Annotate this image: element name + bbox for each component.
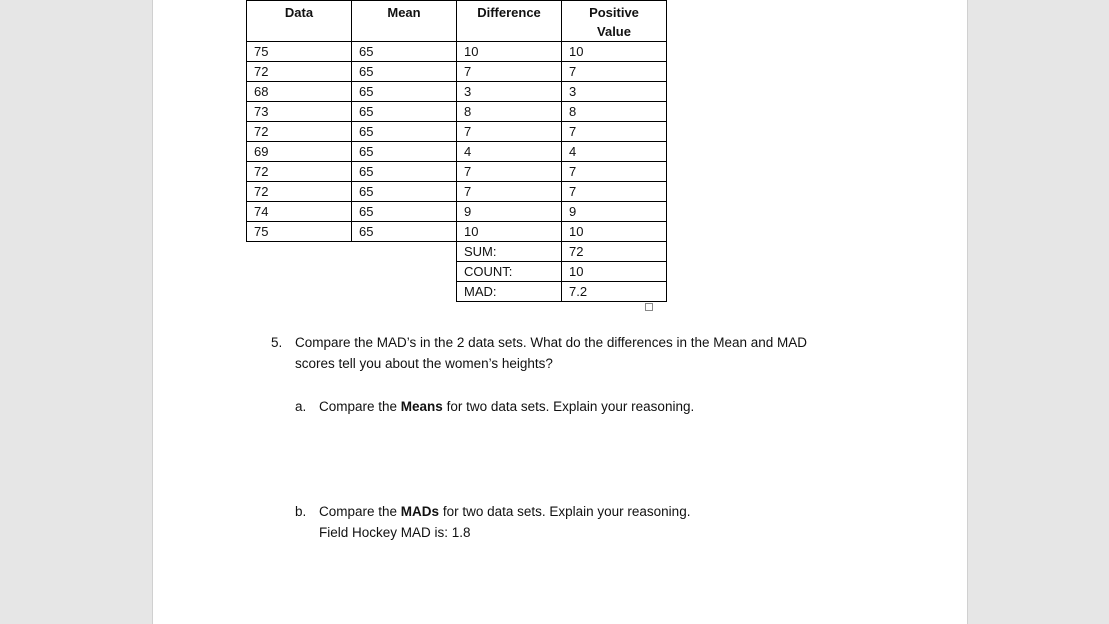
field-hockey-mad-note: Field Hockey MAD is: 1.8: [319, 525, 471, 540]
table-row: 72 65 7 7: [246, 121, 667, 142]
table-cell: 65: [351, 161, 457, 182]
table-row: 72 65 7 7: [246, 61, 667, 82]
part-b-pre: Compare the: [319, 504, 401, 519]
table-row: 75 65 10 10: [246, 41, 667, 62]
table-row: 75 65 10 10: [246, 221, 667, 242]
table-cell: 72: [246, 121, 352, 142]
table-cell: 3: [561, 81, 667, 102]
header-positive-value-text: Positive Value: [589, 5, 639, 39]
question-5-number: 5.: [271, 335, 283, 350]
table-cell: 7: [456, 181, 562, 202]
header-mean: Mean: [351, 0, 457, 42]
empty-cell: [352, 242, 457, 262]
question-5-line1: Compare the MAD’s in the 2 data sets. Wh…: [295, 335, 808, 350]
table-cell: 65: [351, 101, 457, 122]
empty-cell: [352, 262, 457, 282]
part-b-label: b.: [295, 504, 307, 519]
table-cell: 75: [246, 41, 352, 62]
part-b-post: for two data sets. Explain your reasonin…: [439, 504, 691, 519]
table-cell: 75: [246, 221, 352, 242]
header-positive-value: Positive Value: [561, 0, 667, 42]
table-cell: 74: [246, 201, 352, 222]
table-cell: 10: [456, 221, 562, 242]
table-cell: 72: [246, 161, 352, 182]
table-cell: 9: [561, 201, 667, 222]
table-cell: 65: [351, 181, 457, 202]
part-a-label: a.: [295, 399, 307, 414]
table-cell: 65: [351, 201, 457, 222]
part-a-post: for two data sets. Explain your reasonin…: [442, 399, 695, 414]
summary-row: SUM: 72: [247, 241, 667, 262]
table-cell: 73: [246, 101, 352, 122]
summary-value: 10: [561, 261, 667, 282]
table-cell: 10: [456, 41, 562, 62]
table-cell: 65: [351, 41, 457, 62]
summary-label: COUNT:: [456, 261, 562, 282]
part-a-bold: Means: [400, 399, 443, 414]
table-cell: 65: [351, 81, 457, 102]
table-row: 68 65 3 3: [246, 81, 667, 102]
summary-row: MAD: 7.2: [247, 281, 667, 302]
table-cell: 65: [351, 121, 457, 142]
empty-cell: [247, 282, 352, 302]
table-cell: 68: [246, 81, 352, 102]
table-cell: 7: [456, 161, 562, 182]
table-resize-handle[interactable]: [645, 303, 653, 311]
summary-value: 7.2: [561, 281, 667, 302]
empty-cell: [352, 282, 457, 302]
summary-label: SUM:: [456, 241, 562, 262]
table-cell: 10: [561, 221, 667, 242]
table-row: 73 65 8 8: [246, 101, 667, 122]
table-row: 72 65 7 7: [246, 181, 667, 202]
empty-cell: [247, 262, 352, 282]
empty-cell: [247, 242, 352, 262]
table-cell: 7: [456, 61, 562, 82]
table-cell: 8: [456, 101, 562, 122]
table-row: 69 65 4 4: [246, 141, 667, 162]
table-cell: 4: [456, 141, 562, 162]
table-cell: 72: [246, 61, 352, 82]
table-cell: 3: [456, 81, 562, 102]
table-cell: 4: [561, 141, 667, 162]
table-cell: 9: [456, 201, 562, 222]
header-data: Data: [246, 0, 352, 42]
header-difference: Difference: [456, 0, 562, 42]
table-cell: 69: [246, 141, 352, 162]
summary-row: COUNT: 10: [247, 261, 667, 282]
summary-label: MAD:: [456, 281, 562, 302]
part-a-pre: Compare the: [319, 399, 401, 414]
table-cell: 7: [561, 61, 667, 82]
part-b-text: Compare the MADs for two data sets. Expl…: [319, 504, 690, 519]
table-cell: 7: [561, 161, 667, 182]
table-cell: 65: [351, 141, 457, 162]
summary-value: 72: [561, 241, 667, 262]
table-cell: 7: [561, 121, 667, 142]
part-b-bold: MADs: [400, 504, 440, 519]
table-cell: 65: [351, 221, 457, 242]
part-a-text: Compare the Means for two data sets. Exp…: [319, 399, 694, 414]
table-cell: 65: [351, 61, 457, 82]
table-cell: 10: [561, 41, 667, 62]
table-cell: 72: [246, 181, 352, 202]
table-row: 74 65 9 9: [246, 201, 667, 222]
table-cell: 8: [561, 101, 667, 122]
mad-table: Data Mean Difference Positive Value 75 65…: [246, 0, 667, 302]
table-row: 72 65 7 7: [246, 161, 667, 182]
table-cell: 7: [561, 181, 667, 202]
table-cell: 7: [456, 121, 562, 142]
question-5-line2: scores tell you about the women’s height…: [295, 356, 553, 371]
table-header-row: Data Mean Difference Positive Value: [246, 0, 667, 42]
